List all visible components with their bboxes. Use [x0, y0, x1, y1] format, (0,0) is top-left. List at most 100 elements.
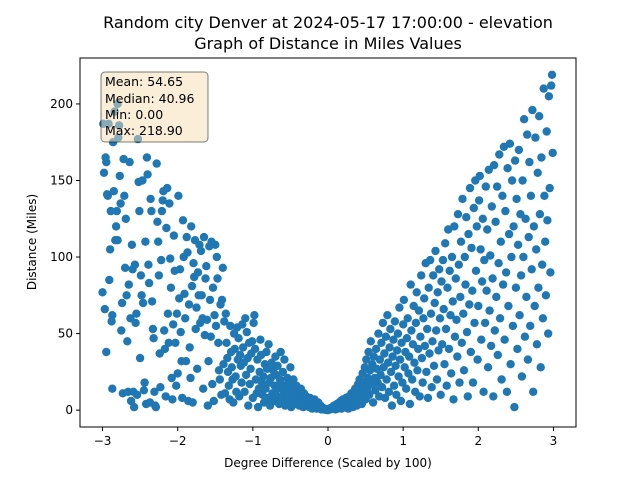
data-point [500, 335, 509, 344]
data-point [187, 222, 196, 231]
data-point [390, 317, 400, 326]
data-point [385, 343, 394, 352]
data-point [535, 112, 544, 121]
data-point [533, 168, 542, 177]
data-point [497, 375, 506, 384]
data-point [138, 176, 147, 185]
data-point [527, 265, 536, 274]
y-tick-label: 150 [50, 173, 73, 187]
data-point [434, 346, 443, 355]
data-point [392, 346, 402, 355]
x-tick-label: −2 [169, 434, 187, 448]
data-point [446, 311, 455, 320]
data-point [405, 399, 415, 409]
data-point [492, 292, 501, 302]
data-point [509, 222, 518, 231]
data-point [244, 401, 253, 410]
data-point [518, 176, 527, 185]
x-axis-ticks: −3 −2 −1 0 1 2 3 [94, 427, 557, 448]
data-point [489, 161, 499, 170]
data-point [108, 384, 117, 393]
data-point [383, 311, 392, 320]
data-point [427, 383, 436, 392]
data-point [510, 156, 520, 165]
data-point [221, 309, 230, 318]
data-point [483, 225, 492, 234]
data-point [117, 326, 126, 335]
y-tick-label: 100 [50, 250, 73, 264]
data-point [148, 324, 158, 334]
data-point [542, 127, 551, 136]
data-point [380, 393, 390, 403]
data-point [432, 326, 441, 335]
data-point [241, 314, 250, 323]
data-point [99, 168, 109, 177]
data-point [273, 361, 282, 370]
data-point [417, 353, 427, 363]
data-point [144, 260, 153, 269]
data-point [415, 392, 424, 401]
data-point [371, 344, 381, 354]
data-point [439, 304, 448, 314]
y-tick-label: 200 [50, 97, 73, 111]
data-point [468, 286, 477, 295]
data-point [250, 311, 259, 320]
data-point [429, 361, 439, 370]
data-point [436, 390, 445, 399]
data-point [406, 280, 415, 289]
data-point [420, 341, 430, 351]
data-point [372, 364, 381, 373]
data-point [102, 347, 111, 357]
data-point [389, 381, 399, 390]
data-point [539, 84, 548, 93]
data-point [199, 232, 209, 242]
chart-title-line-2: Graph of Distance in Miles Values [194, 34, 462, 53]
data-point [181, 314, 190, 323]
data-point [418, 378, 427, 387]
data-point [152, 159, 161, 168]
data-point [191, 324, 200, 334]
data-point [98, 288, 107, 297]
data-point [489, 392, 498, 401]
data-point [470, 318, 479, 328]
data-point [502, 387, 512, 396]
data-point [112, 206, 122, 216]
data-point [178, 216, 188, 225]
data-point [217, 295, 227, 305]
data-point [197, 291, 206, 300]
data-point [523, 355, 533, 364]
data-point [507, 252, 516, 262]
x-tick-label: −1 [244, 434, 262, 448]
y-axis-label: Distance (Miles) [25, 194, 39, 290]
data-point [548, 148, 557, 158]
data-point [165, 199, 174, 208]
data-point [536, 363, 545, 372]
data-point [417, 271, 426, 280]
data-point [545, 183, 554, 193]
data-point [210, 311, 219, 320]
data-point [475, 171, 484, 181]
data-point [183, 248, 192, 257]
data-point [456, 292, 465, 302]
data-point [412, 288, 421, 297]
data-point [109, 187, 119, 196]
data-point [180, 289, 189, 298]
data-point [147, 206, 156, 216]
x-tick-label: 0 [324, 434, 332, 448]
data-point [103, 191, 113, 200]
data-point [117, 298, 127, 308]
data-point [482, 286, 491, 295]
data-point [501, 206, 510, 216]
data-point [540, 191, 549, 200]
data-point [455, 378, 464, 387]
data-point [426, 309, 436, 318]
data-point [138, 298, 148, 308]
data-point [377, 383, 387, 392]
data-point [187, 281, 197, 291]
data-point [485, 306, 494, 315]
data-point [383, 358, 393, 367]
data-point [162, 223, 171, 233]
data-point [487, 202, 496, 211]
data-point [407, 326, 416, 335]
data-point [153, 217, 162, 226]
